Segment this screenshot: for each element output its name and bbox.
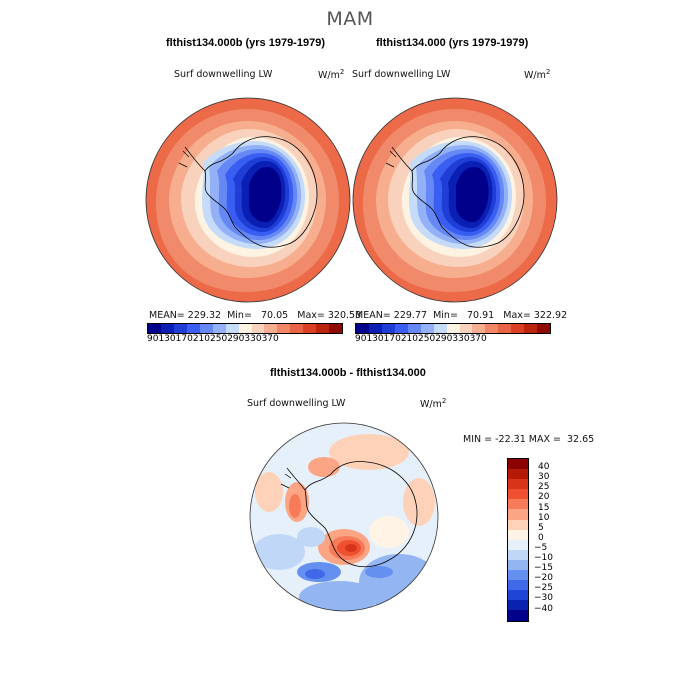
- panel-left-stats: MEAN= 229.32 Min= 70.05 Max= 320.53: [149, 310, 362, 321]
- diff-colorbar-tick-label: 25: [538, 482, 550, 493]
- colorbar-swatch: [173, 324, 187, 333]
- colorbar-swatch: [498, 324, 512, 333]
- colorbar-swatch: [381, 324, 395, 333]
- diff-colorbar-swatch: [508, 570, 528, 581]
- colorbar-swatch: [225, 324, 239, 333]
- diff-colorbar-swatch: [508, 499, 528, 510]
- colorbar-tick-label: 170: [383, 334, 401, 344]
- colorbar-swatch: [251, 324, 265, 333]
- diff-colorbar-tick-label: 20: [538, 492, 550, 503]
- diff-colorbar-swatch: [508, 600, 528, 611]
- diff-colorbar-tick-label: 0: [538, 532, 544, 543]
- colorbar-swatch: [524, 324, 538, 333]
- diff-colorbar-swatch: [508, 549, 528, 560]
- colorbar-swatch: [420, 324, 434, 333]
- panel-left-map: [145, 97, 351, 303]
- colorbar-swatch: [356, 324, 369, 333]
- diff-colorbar-tick-label: 10: [538, 512, 550, 523]
- diff-panel-stats: MIN = -22.31 MAX = 32.65: [463, 434, 595, 445]
- diff-colorbar-tick-label: −5: [534, 542, 548, 553]
- diff-colorbar-swatch: [508, 459, 528, 470]
- colorbar-swatch: [264, 324, 278, 333]
- diff-colorbar-swatch: [508, 489, 528, 500]
- diff-colorbar-swatch: [508, 509, 528, 520]
- panel-right-title: flthist134.000 (yrs 1979-1979): [376, 37, 529, 49]
- diff-colorbar-tick-label: 30: [538, 472, 550, 483]
- diff-colorbar-swatch: [508, 479, 528, 490]
- colorbar-tick-label: 170: [175, 334, 193, 344]
- diff-colorbar-swatch: [508, 539, 528, 550]
- colorbar-swatch: [433, 324, 447, 333]
- colorbar-tick-label: 210: [192, 334, 211, 344]
- diff-panel-units: W/m2: [420, 397, 447, 411]
- colorbar-tick-label: 330: [244, 334, 262, 344]
- colorbar-swatch: [485, 324, 499, 333]
- colorbar-swatch: [186, 324, 200, 333]
- colorbar-swatch: [160, 324, 174, 333]
- colorbar-swatch: [277, 324, 291, 333]
- diff-colorbar-tick-label: −25: [534, 583, 553, 594]
- colorbar-swatch: [459, 324, 473, 333]
- panel-left-title: flthist134.000b (yrs 1979-1979): [166, 37, 325, 49]
- colorbar-swatch: [316, 324, 330, 333]
- colorbar-tick-label: 370: [261, 334, 279, 344]
- colorbar-swatch: [472, 324, 486, 333]
- panel-left-units: W/m2: [318, 68, 345, 82]
- colorbar-swatch: [212, 324, 226, 333]
- colorbar-tick-label: 130: [158, 334, 176, 344]
- colorbar-tick-label: 290: [227, 334, 245, 344]
- colorbar-tick-label: 210: [400, 334, 419, 344]
- colorbar-swatch: [290, 324, 304, 333]
- colorbar-tick-label: 250: [418, 334, 436, 344]
- diff-colorbar-swatch: [508, 590, 528, 601]
- diff-colorbar-tick-label: −30: [534, 593, 553, 604]
- colorbar-tick-label: 290: [435, 334, 453, 344]
- colorbar-swatch: [446, 324, 460, 333]
- diff-colorbar-tick-label: 15: [538, 502, 550, 513]
- colorbar-swatch: [407, 324, 421, 333]
- colorbar-tick-label: 330: [452, 334, 470, 344]
- colorbar-swatch: [238, 324, 252, 333]
- season-title: MAM: [326, 8, 374, 30]
- diff-colorbar-swatch: [508, 519, 528, 530]
- panel-right-stats: MEAN= 229.77 Min= 70.91 Max= 322.92: [355, 310, 568, 321]
- colorbar-tick-label: 90: [355, 334, 367, 344]
- diff-colorbar-swatch: [508, 580, 528, 591]
- colorbar-tick-label: 90: [147, 334, 159, 344]
- diff-colorbar-tick-label: 5: [538, 522, 544, 533]
- panel-left-colorbar: 90 130 170 210 250 290 330 370: [147, 323, 343, 344]
- diff-panel-title: flthist134.000b - flthist134.000: [270, 367, 426, 379]
- colorbar-swatch: [394, 324, 408, 333]
- colorbar-tick-label: 130: [366, 334, 384, 344]
- diff-panel-variable: Surf downwelling LW: [247, 398, 346, 409]
- panel-left-variable: Surf downwelling LW: [174, 69, 273, 80]
- diff-colorbar-swatch: [508, 469, 528, 480]
- colorbar-tick-label: 370: [469, 334, 487, 344]
- colorbar-swatch: [368, 324, 382, 333]
- diff-colorbar-tick-label: −40: [534, 603, 553, 614]
- panel-right-colorbar: 90 130 170 210 250 290 330 370: [355, 323, 551, 344]
- diff-colorbar-swatch: [508, 529, 528, 540]
- diff-colorbar-tick-label: −15: [534, 563, 553, 574]
- panel-right-units: W/m2: [524, 68, 551, 82]
- diff-panel-map: [249, 422, 439, 612]
- colorbar-swatch: [329, 324, 343, 333]
- colorbar-swatch: [303, 324, 317, 333]
- diff-colorbar-tick-label: 40: [538, 462, 550, 473]
- diff-colorbar-ticks: 40 30 25 20 15 10 5 0 −5 −10 −15 −20 −25 −30 −40: [534, 458, 595, 628]
- panel-right-variable: Surf downwelling LW: [352, 69, 451, 80]
- diff-colorbar: [507, 458, 529, 622]
- panel-right-map: [352, 97, 558, 303]
- colorbar-swatch: [511, 324, 525, 333]
- diff-colorbar-tick-label: −20: [534, 573, 553, 584]
- colorbar-swatch: [148, 324, 161, 333]
- colorbar-swatch: [537, 324, 551, 333]
- diff-colorbar-tick-label: −10: [534, 553, 553, 563]
- colorbar-swatch: [199, 324, 213, 333]
- diff-colorbar-swatch: [508, 559, 528, 571]
- diff-colorbar-swatch: [508, 610, 528, 621]
- colorbar-tick-label: 250: [210, 334, 228, 344]
